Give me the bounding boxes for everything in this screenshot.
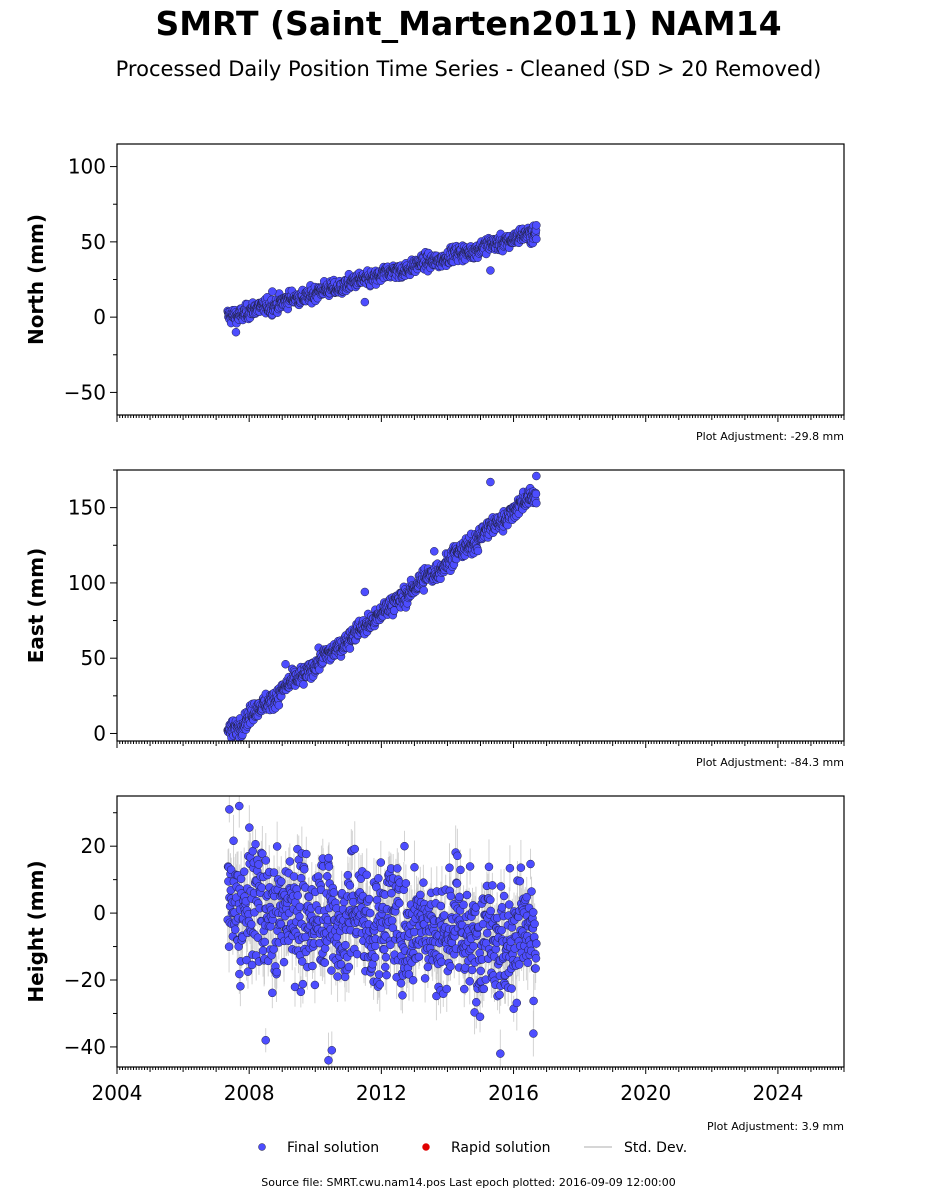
data-point: [532, 498, 541, 508]
data-point: [429, 547, 439, 556]
y-tick-label: 50: [81, 646, 106, 670]
series-final-north: [223, 221, 541, 337]
data-point: [345, 644, 355, 653]
data-point: [486, 477, 495, 487]
axes-frame-east: [116, 469, 845, 742]
y-tick-label: 0: [93, 721, 106, 745]
panel-east: 0 50 100 150 East (mm) Plot Adjustment: -84.3…: [24, 469, 845, 769]
data-point: [532, 471, 541, 481]
y-tick-label: 0: [93, 305, 106, 329]
final-points-north: [223, 221, 541, 337]
data-point: [299, 680, 308, 689]
data-point: [532, 221, 541, 230]
y-tick-label: 100: [68, 571, 106, 595]
plot-adjustment: Plot Adjustment: -84.3 mm: [696, 756, 844, 769]
data-point: [268, 287, 277, 296]
data-point: [486, 266, 495, 275]
y-tick-label: −50: [64, 380, 106, 404]
series-final-east: [223, 471, 541, 741]
final-points-east: [223, 471, 541, 741]
y-tick-label: 100: [68, 155, 106, 179]
plot-adjustment: Plot Adjustment: -29.8 mm: [696, 430, 844, 443]
data-point: [419, 586, 428, 595]
y-tick-label: 150: [68, 496, 106, 520]
chart-subtitle: Processed Daily Position Time Series - C…: [115, 57, 822, 81]
data-point: [531, 489, 541, 499]
data-point: [360, 587, 370, 597]
y-axis-label: East (mm): [24, 548, 48, 664]
data-point: [532, 234, 541, 244]
chart-title: SMRT (Saint_Marten2011) NAM14: [155, 4, 782, 43]
data-point: [231, 327, 241, 337]
y-axis-label: North (mm): [24, 214, 48, 345]
data-point: [360, 297, 370, 307]
data-point: [274, 701, 284, 710]
axes-frame-north: [116, 143, 845, 416]
y-tick-label: 50: [81, 230, 106, 254]
series-final-height: [223, 796, 541, 1067]
data-point: [473, 546, 483, 556]
panel-north: −50 0 50 100 North (mm) Plot Adjustment: -29.…: [24, 143, 845, 443]
data-point: [281, 659, 290, 669]
